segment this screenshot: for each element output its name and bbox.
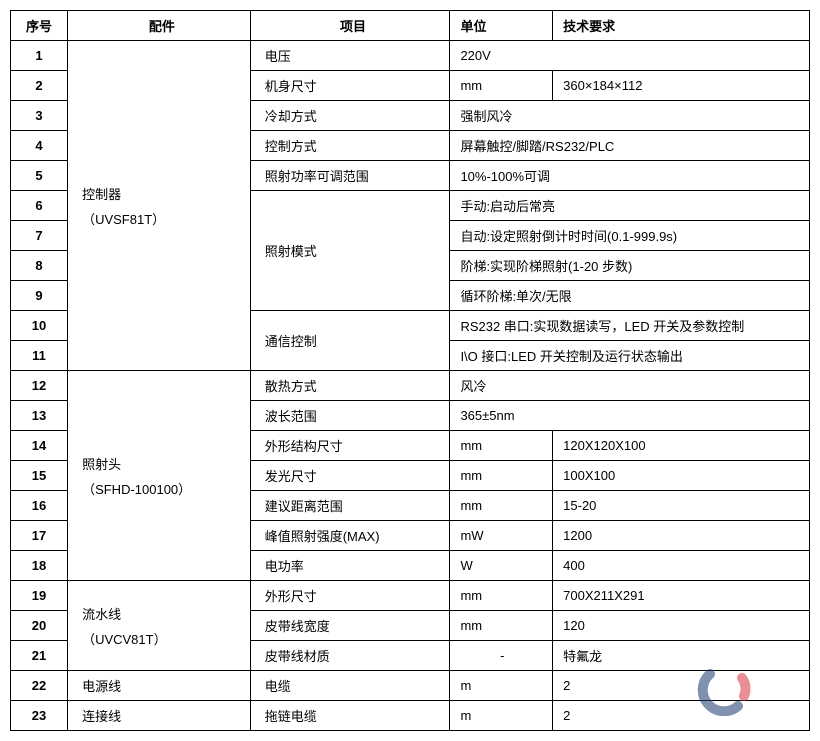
cell-seq: 1 [11,41,68,71]
cell-requirement-merged: 强制风冷 [450,101,810,131]
cell-requirement: 100X100 [553,461,810,491]
cell-requirement-merged: I\O 接口:LED 开关控制及运行状态输出 [450,341,810,371]
cell-requirement-merged: 屏幕触控/脚踏/RS232/PLC [450,131,810,161]
cell-requirement-merged: 220V [450,41,810,71]
cell-requirement: 120 [553,611,810,641]
cell-item: 波长范围 [250,401,450,431]
header-component: 配件 [68,11,251,41]
cell-item: 外形结构尺寸 [250,431,450,461]
cell-requirement: 400 [553,551,810,581]
cell-unit: m [450,701,553,731]
cell-requirement: 2 [553,671,810,701]
cell-requirement: 2 [553,701,810,731]
cell-seq: 8 [11,251,68,281]
cell-item: 照射模式 [250,191,450,311]
cell-component: 连接线 [68,701,251,731]
cell-seq: 21 [11,641,68,671]
cell-item: 建议距离范围 [250,491,450,521]
cell-unit: - [450,641,553,671]
cell-seq: 11 [11,341,68,371]
cell-requirement: 360×184×112 [553,71,810,101]
cell-requirement-merged: 10%-100%可调 [450,161,810,191]
cell-item: 冷却方式 [250,101,450,131]
cell-item: 散热方式 [250,371,450,401]
table-row: 22电源线电缆m2 [11,671,810,701]
cell-seq: 9 [11,281,68,311]
cell-requirement-merged: 手动:启动后常亮 [450,191,810,221]
cell-item: 电功率 [250,551,450,581]
cell-item: 外形尺寸 [250,581,450,611]
cell-item: 机身尺寸 [250,71,450,101]
cell-unit: m [450,671,553,701]
cell-unit: mm [450,611,553,641]
cell-seq: 13 [11,401,68,431]
cell-unit: W [450,551,553,581]
cell-seq: 10 [11,311,68,341]
spec-table: 序号 配件 项目 单位 技术要求 1控制器（UVSF81T）电压220V2机身尺… [10,10,810,731]
cell-item: 电压 [250,41,450,71]
cell-seq: 17 [11,521,68,551]
cell-requirement: 15-20 [553,491,810,521]
cell-requirement: 700X211X291 [553,581,810,611]
cell-seq: 3 [11,101,68,131]
header-unit: 单位 [450,11,553,41]
cell-seq: 4 [11,131,68,161]
cell-unit: mm [450,71,553,101]
cell-requirement-merged: 阶梯:实现阶梯照射(1-20 步数) [450,251,810,281]
cell-component: 电源线 [68,671,251,701]
cell-seq: 2 [11,71,68,101]
cell-seq: 23 [11,701,68,731]
cell-requirement-merged: 自动:设定照射倒计时时间(0.1-999.9s) [450,221,810,251]
cell-seq: 16 [11,491,68,521]
header-seq: 序号 [11,11,68,41]
cell-item: 通信控制 [250,311,450,371]
cell-unit: mm [450,461,553,491]
table-row: 12照射头（SFHD-100100）散热方式风冷 [11,371,810,401]
table-body: 1控制器（UVSF81T）电压220V2机身尺寸mm360×184×1123冷却… [11,41,810,731]
cell-seq: 18 [11,551,68,581]
cell-requirement: 1200 [553,521,810,551]
cell-item: 拖链电缆 [250,701,450,731]
cell-seq: 15 [11,461,68,491]
cell-seq: 7 [11,221,68,251]
cell-component: 照射头（SFHD-100100） [68,371,251,581]
cell-seq: 5 [11,161,68,191]
cell-unit: mW [450,521,553,551]
cell-item: 皮带线宽度 [250,611,450,641]
cell-item: 控制方式 [250,131,450,161]
cell-seq: 6 [11,191,68,221]
cell-component: 控制器（UVSF81T） [68,41,251,371]
cell-item: 电缆 [250,671,450,701]
cell-item: 照射功率可调范围 [250,161,450,191]
table-row: 23连接线拖链电缆m2 [11,701,810,731]
cell-requirement-merged: 循环阶梯:单次/无限 [450,281,810,311]
cell-seq: 22 [11,671,68,701]
cell-requirement-merged: 365±5nm [450,401,810,431]
cell-unit: mm [450,581,553,611]
table-row: 19流水线（UVCV81T）外形尺寸mm700X211X291 [11,581,810,611]
cell-requirement-merged: RS232 串口:实现数据读写，LED 开关及参数控制 [450,311,810,341]
table-wrapper: 序号 配件 项目 单位 技术要求 1控制器（UVSF81T）电压220V2机身尺… [10,10,810,731]
cell-unit: mm [450,431,553,461]
cell-seq: 12 [11,371,68,401]
cell-requirement: 120X120X100 [553,431,810,461]
cell-item: 皮带线材质 [250,641,450,671]
cell-seq: 19 [11,581,68,611]
table-row: 1控制器（UVSF81T）电压220V [11,41,810,71]
cell-unit: mm [450,491,553,521]
header-item: 项目 [250,11,450,41]
cell-component: 流水线（UVCV81T） [68,581,251,671]
cell-seq: 20 [11,611,68,641]
header-row: 序号 配件 项目 单位 技术要求 [11,11,810,41]
cell-seq: 14 [11,431,68,461]
cell-item: 峰值照射强度(MAX) [250,521,450,551]
cell-requirement: 特氟龙 [553,641,810,671]
cell-item: 发光尺寸 [250,461,450,491]
cell-requirement-merged: 风冷 [450,371,810,401]
header-requirement: 技术要求 [553,11,810,41]
